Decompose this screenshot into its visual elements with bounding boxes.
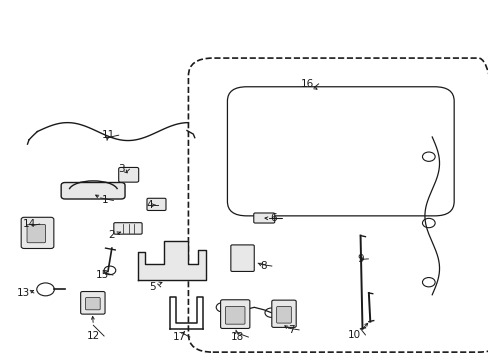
- FancyBboxPatch shape: [225, 307, 244, 324]
- FancyBboxPatch shape: [271, 300, 296, 327]
- Polygon shape: [138, 241, 206, 280]
- Text: 8: 8: [260, 261, 267, 271]
- Text: 3: 3: [118, 164, 124, 174]
- Text: 4: 4: [146, 200, 153, 210]
- Text: 17: 17: [172, 332, 185, 342]
- Text: 15: 15: [95, 270, 108, 280]
- Text: 11: 11: [101, 130, 114, 140]
- FancyBboxPatch shape: [230, 245, 254, 271]
- FancyBboxPatch shape: [21, 217, 54, 248]
- FancyBboxPatch shape: [276, 307, 291, 323]
- FancyBboxPatch shape: [220, 300, 249, 328]
- FancyBboxPatch shape: [81, 292, 105, 314]
- FancyBboxPatch shape: [119, 167, 139, 182]
- Text: 1: 1: [102, 195, 109, 206]
- FancyBboxPatch shape: [147, 198, 165, 211]
- Text: 9: 9: [357, 254, 363, 264]
- FancyBboxPatch shape: [61, 183, 125, 199]
- Text: 2: 2: [108, 230, 115, 239]
- Text: 7: 7: [287, 325, 294, 335]
- Text: 6: 6: [270, 213, 277, 223]
- Text: 16: 16: [301, 79, 314, 89]
- Text: 18: 18: [230, 332, 244, 342]
- Text: 10: 10: [347, 330, 361, 340]
- FancyBboxPatch shape: [85, 298, 100, 310]
- FancyBboxPatch shape: [253, 213, 274, 223]
- Text: 13: 13: [17, 288, 30, 298]
- Text: 12: 12: [86, 331, 100, 341]
- Text: 14: 14: [22, 219, 36, 229]
- Text: 5: 5: [149, 282, 156, 292]
- FancyBboxPatch shape: [27, 225, 45, 243]
- FancyBboxPatch shape: [114, 223, 142, 234]
